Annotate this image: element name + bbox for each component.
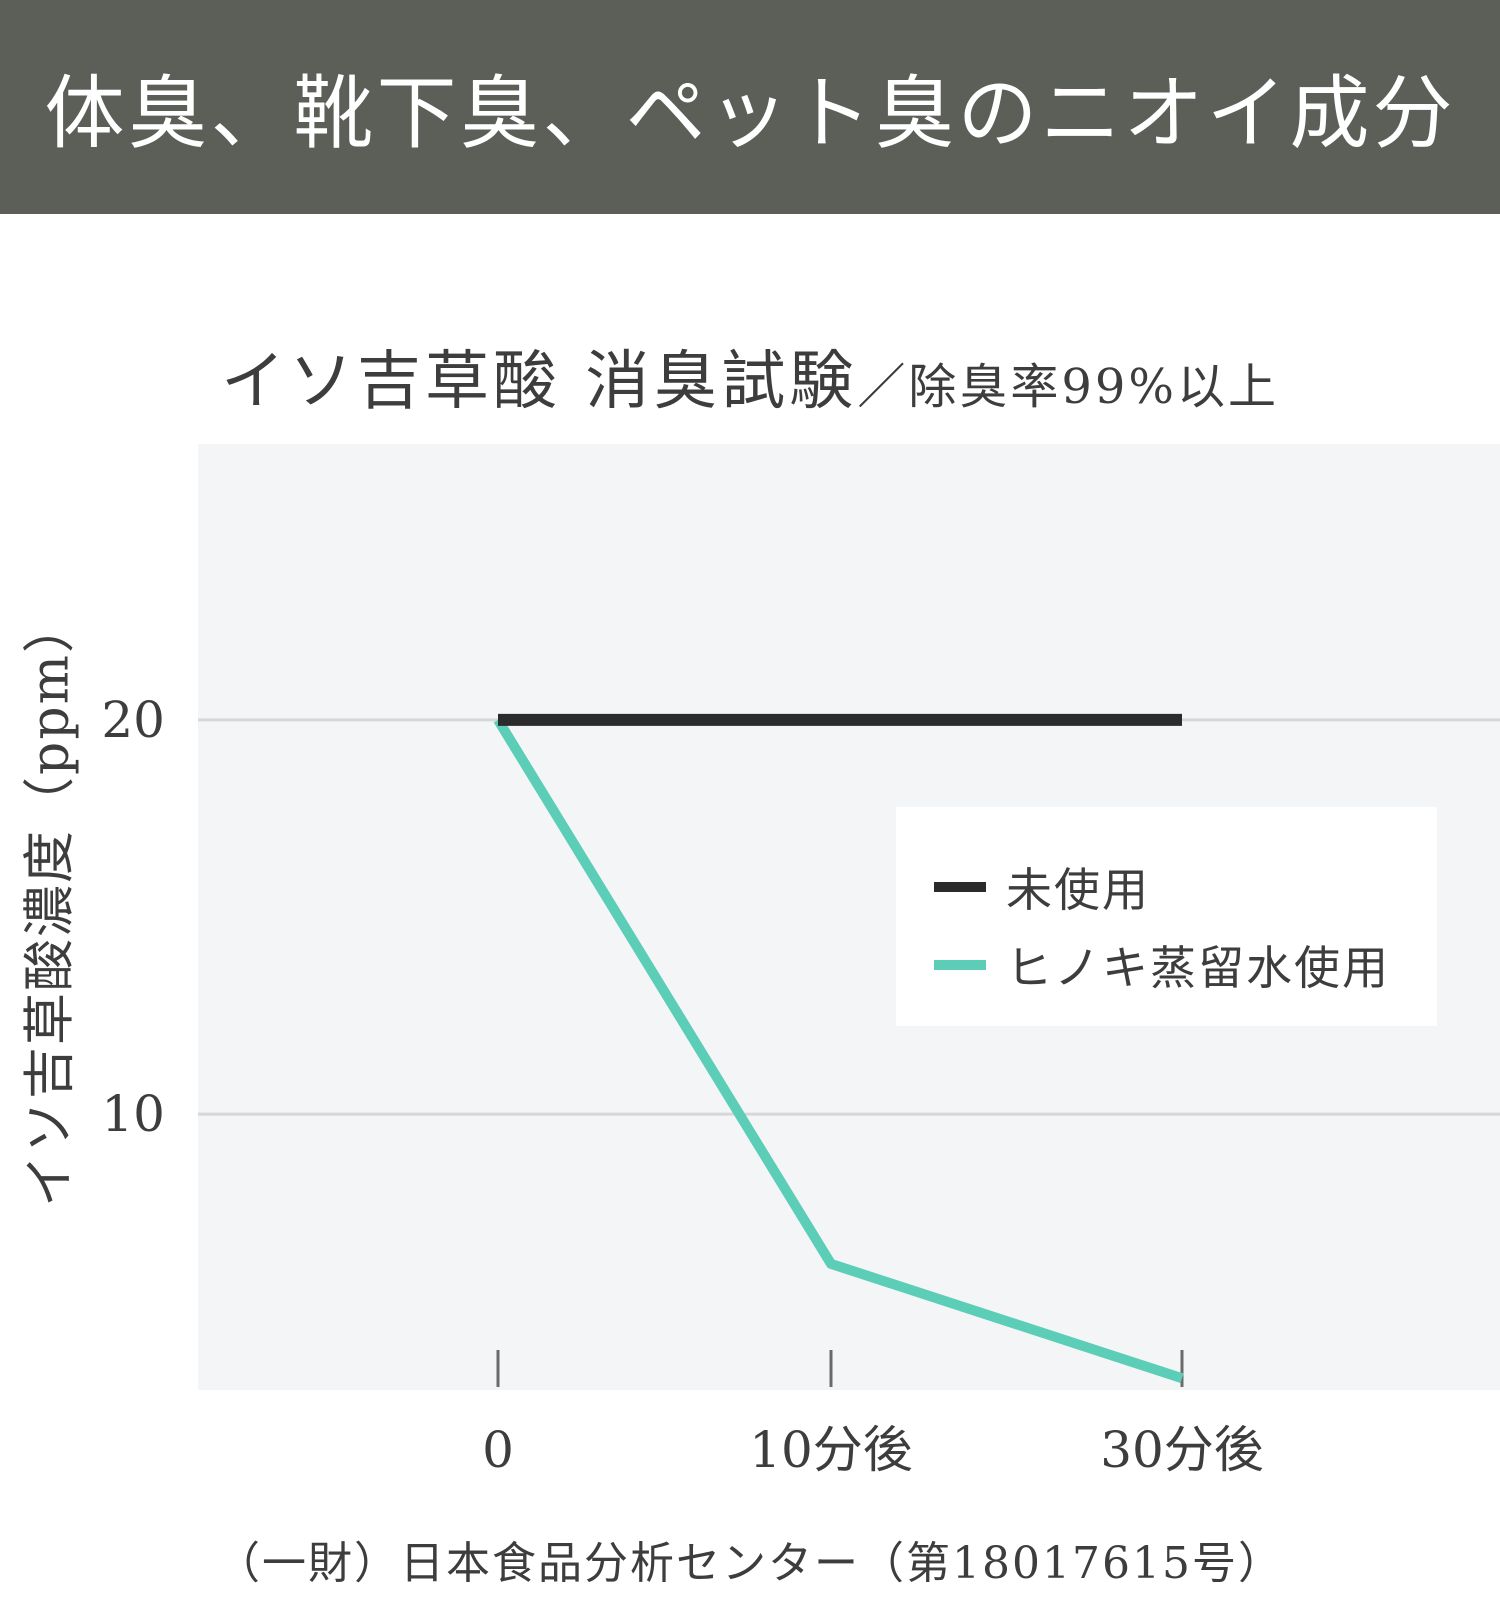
legend-label-hinoki: ヒノキ蒸留水使用	[1006, 941, 1390, 995]
legend-item-untreated: 未使用	[934, 857, 1150, 917]
legend-label-untreated: 未使用	[1006, 863, 1150, 917]
y-tick-label: 20	[101, 691, 165, 749]
x-tick-label: 0	[482, 1421, 514, 1479]
chart-legend: 未使用 ヒノキ蒸留水使用	[896, 807, 1437, 1026]
chart-title: イソ吉草酸 消臭試験／除臭率99%以上	[0, 330, 1500, 422]
y-tick-label: 10	[101, 1085, 165, 1143]
legend-item-hinoki: ヒノキ蒸留水使用	[934, 935, 1390, 995]
y-axis-label: イソ吉草酸濃度（ppm）	[20, 599, 81, 1207]
chart-title-main: イソ吉草酸 消臭試験	[220, 345, 858, 419]
legend-swatch-hinoki	[934, 960, 986, 970]
header-title: 体臭、靴下臭、ペット臭のニオイ成分	[44, 67, 1456, 160]
legend-swatch-untreated	[934, 882, 986, 892]
x-tick-label: 10分後	[749, 1421, 913, 1479]
header-banner: 体臭、靴下臭、ペット臭のニオイ成分	[0, 0, 1500, 214]
source-note: （一財）日本食品分析センター（第18017615号）	[216, 1538, 1284, 1589]
x-tick-label: 30分後	[1100, 1421, 1264, 1479]
chart-title-sub: ／除臭率99%以上	[857, 359, 1280, 415]
